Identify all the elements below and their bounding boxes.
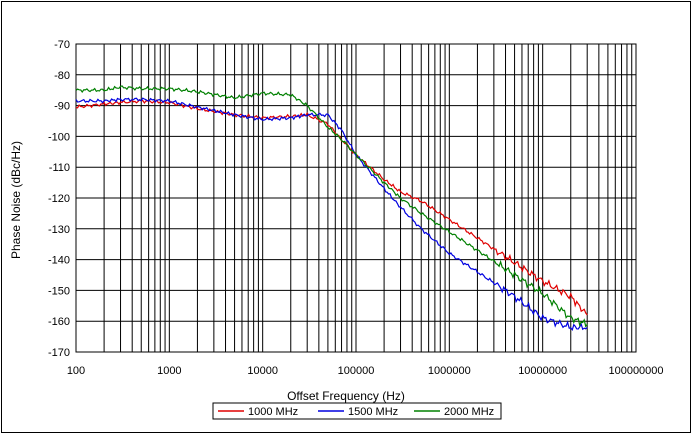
series-layer (75, 85, 588, 332)
legend-label: 1000 MHz (248, 406, 298, 418)
x-tick-label: 10000 (247, 365, 278, 377)
legend-box (212, 402, 502, 420)
axis-layer: -70 -80 -90 -100 -110 -120 -130 -140 -150 -160 -17… (48, 39, 664, 377)
plot-border (75, 43, 637, 353)
x-tick-label: 1000000 (428, 365, 471, 377)
y-tick-label: -70 (54, 39, 70, 51)
y-tick-label: -130 (48, 224, 70, 236)
y-tick-label: -100 (48, 131, 70, 143)
y-axis-title: Phase Noise (dBc/Hz) (9, 141, 23, 259)
y-tick-label: -80 (54, 70, 70, 82)
y-tick-label: -150 (48, 285, 70, 297)
y-tick-label: -140 (48, 255, 70, 267)
x-tick-label: 100000 (338, 365, 375, 377)
legend-label: 1500 MHz (348, 406, 398, 418)
series-line-1000-mhz (75, 98, 588, 316)
x-axis-title: Offset Frequency (Hz) (287, 389, 405, 403)
x-tick-label: 1000 (157, 365, 181, 377)
series-line-1500-mhz (75, 97, 588, 332)
y-tick-label: -170 (48, 347, 70, 359)
legend-label: 2000 MHz (444, 406, 494, 418)
y-tick-label: -160 (48, 316, 70, 328)
y-tick-label: -110 (49, 162, 70, 174)
x-tick-label: 100 (67, 365, 85, 377)
grid-layer (75, 43, 637, 353)
y-tick-label: -120 (48, 193, 70, 205)
x-tick-label: 10000000 (518, 365, 567, 377)
series-line-2000-mhz (75, 85, 588, 328)
y-tick-label: -90 (54, 101, 70, 113)
x-tick-label: 100000000 (608, 365, 663, 377)
legend: 1000 MHz 1500 MHz 2000 MHz (212, 402, 502, 420)
